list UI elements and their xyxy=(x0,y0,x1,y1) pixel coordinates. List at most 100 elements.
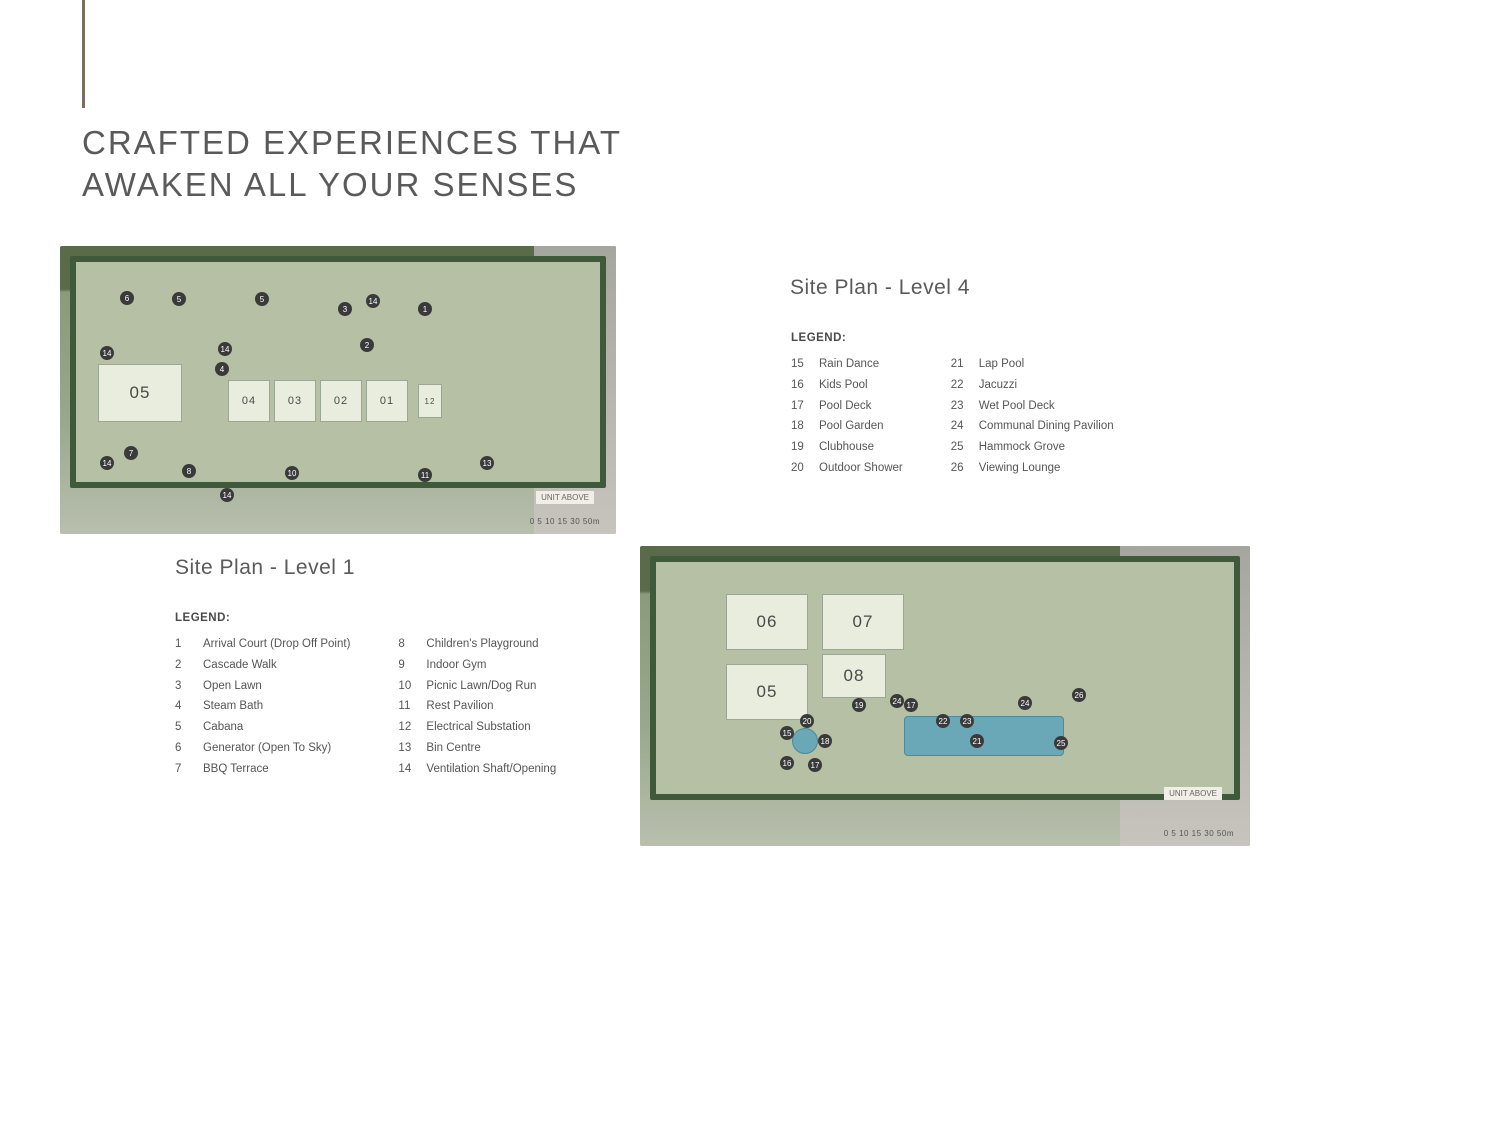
legend-item-text: Bin Centre xyxy=(426,742,480,756)
legend-item: 17 Pool Deck xyxy=(791,400,903,414)
marker-10: 10 xyxy=(285,466,299,480)
marker-17b: 17 xyxy=(808,758,822,772)
marker-14a: 14 xyxy=(100,346,114,360)
marker-11: 11 xyxy=(418,468,432,482)
marker-19: 19 xyxy=(852,698,866,712)
legend-item: 3Open Lawn xyxy=(175,680,350,694)
legend-item-number: 26 xyxy=(951,462,969,476)
site-plan-level-1-image: 05 04 03 02 01 12 1 2 3 4 5 5 6 7 8 10 1… xyxy=(60,246,616,534)
siteplan-level4-canvas: 06 07 05 08 15 16 17 17 18 19 20 21 22 2… xyxy=(640,546,1250,846)
legend-item-text: Jacuzzi xyxy=(979,379,1017,393)
marker-5: 5 xyxy=(172,292,186,306)
marker-14d: 14 xyxy=(366,294,380,308)
scale-bar-l4: 0 5 10 15 30 50m xyxy=(1164,829,1234,838)
legend-item-number: 25 xyxy=(951,441,969,455)
legend-item-number: 7 xyxy=(175,763,193,777)
marker-18: 18 xyxy=(818,734,832,748)
legend-item: 6 Generator (Open To Sky) xyxy=(175,742,350,756)
legend-label-l1: LEGEND: xyxy=(175,612,556,624)
legend-item: 24Communal Dining Pavilion xyxy=(951,420,1114,434)
building-03: 03 xyxy=(274,380,316,422)
marker-16: 16 xyxy=(780,756,794,770)
marker-24b: 24 xyxy=(890,694,904,708)
legend-item-number: 10 xyxy=(398,680,416,694)
legend-item: 18Pool Garden xyxy=(791,420,903,434)
legend-item-number: 5 xyxy=(175,721,193,735)
legend-item-text: Arrival Court (Drop Off Point) xyxy=(203,638,350,652)
legend-item-text: Electrical Substation xyxy=(426,721,530,735)
legend-label-l4: LEGEND: xyxy=(791,332,1114,344)
legend-item-number: 19 xyxy=(791,441,809,455)
legend-item-number: 16 xyxy=(791,379,809,393)
substation-12: 12 xyxy=(418,384,442,418)
legend-item-text: Clubhouse xyxy=(819,441,874,455)
legend-item: 13 Bin Centre xyxy=(398,742,556,756)
legend-item: 10 Picnic Lawn/Dog Run xyxy=(398,680,556,694)
legend-item-number: 23 xyxy=(951,400,969,414)
unit-above-note-l1: UNIT ABOVE xyxy=(536,491,594,504)
legend-item-number: 22 xyxy=(951,379,969,393)
marker-7: 7 xyxy=(124,446,138,460)
legend-item: 15Rain Dance xyxy=(791,358,903,372)
marker-23: 23 xyxy=(960,714,974,728)
building-04: 04 xyxy=(228,380,270,422)
legend-item-text: Indoor Gym xyxy=(426,659,486,673)
siteplan-level1-canvas: 05 04 03 02 01 12 1 2 3 4 5 5 6 7 8 10 1… xyxy=(60,246,616,534)
scale-bar-l1: 0 5 10 15 30 50m xyxy=(530,517,600,526)
legend-item-text: Pool Deck xyxy=(819,400,871,414)
legend-item: 19 Clubhouse xyxy=(791,441,903,455)
marker-3: 3 xyxy=(338,302,352,316)
headline-line-2: AWAKEN ALL YOUR SENSES xyxy=(82,166,578,203)
legend-item: 20Outdoor Shower xyxy=(791,462,903,476)
legend-item-text: Lap Pool xyxy=(979,358,1024,372)
marker-14c: 14 xyxy=(218,342,232,356)
legend-item-text: Steam Bath xyxy=(203,700,263,714)
legend-item-text: Picnic Lawn/Dog Run xyxy=(426,680,536,694)
accent-bar xyxy=(82,0,85,108)
building-08: 08 xyxy=(822,654,886,698)
headline-line-1: CRAFTED EXPERIENCES THAT xyxy=(82,124,622,161)
legend-item-text: Cascade Walk xyxy=(203,659,277,673)
marker-26: 26 xyxy=(1072,688,1086,702)
marker-14b: 14 xyxy=(100,456,114,470)
legend-item-number: 12 xyxy=(398,721,416,735)
legend-item: 2Cascade Walk xyxy=(175,659,350,673)
building-02: 02 xyxy=(320,380,362,422)
legend-item-text: Ventilation Shaft/Opening xyxy=(426,763,556,777)
marker-15: 15 xyxy=(780,726,794,740)
legend-item-text: Open Lawn xyxy=(203,680,262,694)
legend-item: 12 Electrical Substation xyxy=(398,721,556,735)
legend-item: 8 Children's Playground xyxy=(398,638,556,652)
marker-8: 8 xyxy=(182,464,196,478)
building-05: 05 xyxy=(98,364,182,422)
building-01: 01 xyxy=(366,380,408,422)
legend-level-4: LEGEND: 15Rain Dance 16 Kids Pool 17 Pool De… xyxy=(791,332,1114,476)
legend-column: 8Children's Playground9Indoor Gym10Picni… xyxy=(398,638,556,777)
marker-24: 24 xyxy=(1018,696,1032,710)
marker-25: 25 xyxy=(1054,736,1068,750)
legend-item-text: Children's Playground xyxy=(426,638,538,652)
legend-item-text: Pool Garden xyxy=(819,420,884,434)
legend-item: 4Steam Bath xyxy=(175,700,350,714)
legend-item-text: BBQ Terrace xyxy=(203,763,269,777)
marker-21: 21 xyxy=(970,734,984,748)
marker-2: 2 xyxy=(360,338,374,352)
legend-item: 11Rest Pavilion xyxy=(398,700,556,714)
legend-item-text: Outdoor Shower xyxy=(819,462,903,476)
legend-item-text: Kids Pool xyxy=(819,379,868,393)
legend-item-number: 17 xyxy=(791,400,809,414)
legend-item: 22 Jacuzzi xyxy=(951,379,1114,393)
legend-item-text: Wet Pool Deck xyxy=(979,400,1055,414)
legend-item-text: Generator (Open To Sky) xyxy=(203,742,331,756)
legend-item-number: 8 xyxy=(398,638,416,652)
legend-item: 16 Kids Pool xyxy=(791,379,903,393)
legend-item: 21Lap Pool xyxy=(951,358,1114,372)
legend-item-number: 1 xyxy=(175,638,193,652)
legend-item-number: 6 xyxy=(175,742,193,756)
legend-item-number: 13 xyxy=(398,742,416,756)
section-title-level-1: Site Plan - Level 1 xyxy=(175,556,355,580)
legend-columns-l1: 1 Arrival Court (Drop Off Point) 2Cascade … xyxy=(175,638,556,777)
marker-6: 6 xyxy=(120,291,134,305)
page-headline: CRAFTED EXPERIENCES THAT AWAKEN ALL YOUR… xyxy=(82,122,622,206)
legend-item: 7 BBQ Terrace xyxy=(175,763,350,777)
